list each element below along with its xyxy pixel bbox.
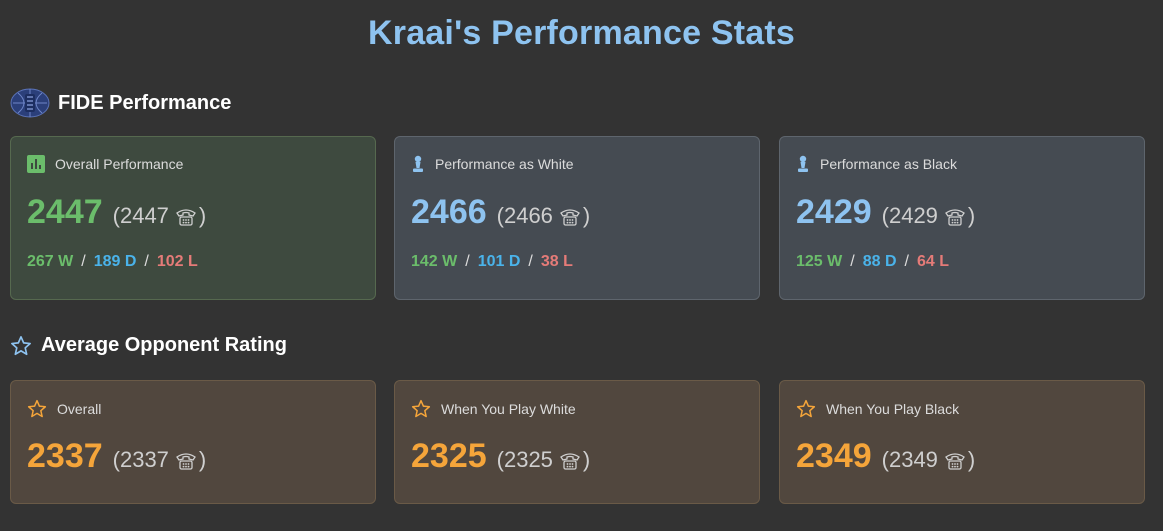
white-performance-card: Performance as White 2466 (2466 ) 142 W /…	[394, 136, 760, 300]
losses-count: 102 L	[156, 253, 198, 270]
telephone-icon	[945, 209, 965, 226]
chess-pawn-icon	[413, 155, 423, 172]
paren-close: )	[967, 203, 976, 228]
opponent-white-card: When You Play White 2325 (2325 )	[394, 380, 760, 504]
paren-close: )	[198, 203, 207, 228]
card-label: Performance as White	[435, 156, 574, 172]
opponent-rating-value: 2349	[796, 437, 872, 475]
overall-performance-card: Overall Performance 2447 (2447 ) 267 W / 1…	[10, 136, 376, 300]
performance-paren-value: (2447	[112, 203, 169, 228]
card-label: Overall Performance	[55, 156, 184, 172]
page-title: Kraai's Performance Stats	[368, 14, 795, 52]
separator: /	[81, 253, 86, 270]
telephone-icon	[560, 209, 580, 226]
chess-pawn-icon	[798, 155, 808, 172]
star-outline-icon	[27, 399, 47, 418]
fide-logo-icon	[10, 88, 50, 118]
telephone-icon	[560, 453, 580, 470]
paren-close: )	[967, 447, 976, 472]
paren-close: )	[198, 447, 207, 472]
performance-paren-value: (2429	[881, 203, 938, 228]
win-draw-loss-record: 125 W / 88 D / 64 L	[796, 253, 949, 271]
wins-count: 125 W	[796, 253, 843, 270]
performance-value: 2429	[796, 193, 872, 231]
star-outline-icon	[796, 399, 816, 418]
win-draw-loss-record: 267 W / 189 D / 102 L	[27, 253, 198, 271]
telephone-icon	[176, 209, 196, 226]
separator: /	[904, 253, 909, 270]
opponent-rating-value: 2337	[27, 437, 103, 475]
losses-count: 38 L	[540, 253, 573, 270]
card-label: Performance as Black	[820, 156, 957, 172]
draws-count: 88 D	[862, 253, 897, 270]
fide-section-header: FIDE Performance	[10, 88, 231, 118]
opponent-paren-value: (2349	[881, 447, 938, 472]
opponent-section-header: Average Opponent Rating	[10, 334, 287, 357]
black-performance-card: Performance as Black 2429 (2429 ) 125 W /…	[779, 136, 1145, 300]
wins-count: 142 W	[411, 253, 458, 270]
opponent-paren-value: (2337	[112, 447, 169, 472]
paren-close: )	[582, 203, 591, 228]
win-draw-loss-record: 142 W / 101 D / 38 L	[411, 253, 573, 271]
performance-value: 2466	[411, 193, 487, 231]
opponent-section-heading: Average Opponent Rating	[41, 334, 287, 356]
separator: /	[528, 253, 533, 270]
performance-value: 2447	[27, 193, 103, 231]
telephone-icon	[176, 453, 196, 470]
separator: /	[465, 253, 470, 270]
opponent-paren-value: (2325	[496, 447, 553, 472]
star-outline-icon	[411, 399, 431, 418]
star-outline-icon	[11, 335, 31, 355]
separator: /	[850, 253, 855, 270]
bar-chart-icon	[27, 155, 45, 173]
wins-count: 267 W	[27, 253, 74, 270]
draws-count: 101 D	[477, 253, 521, 270]
opponent-black-card: When You Play Black 2349 (2349 )	[779, 380, 1145, 504]
performance-paren-value: (2466	[496, 203, 553, 228]
opponent-rating-value: 2325	[411, 437, 487, 475]
opponent-overall-card: Overall 2337 (2337 )	[10, 380, 376, 504]
separator: /	[144, 253, 149, 270]
paren-close: )	[582, 447, 591, 472]
telephone-icon	[945, 453, 965, 470]
card-label: Overall	[57, 401, 102, 417]
card-label: When You Play Black	[826, 401, 960, 417]
fide-section-heading: FIDE Performance	[58, 91, 232, 114]
draws-count: 189 D	[93, 253, 137, 270]
card-label: When You Play White	[441, 401, 576, 417]
losses-count: 64 L	[916, 253, 949, 270]
